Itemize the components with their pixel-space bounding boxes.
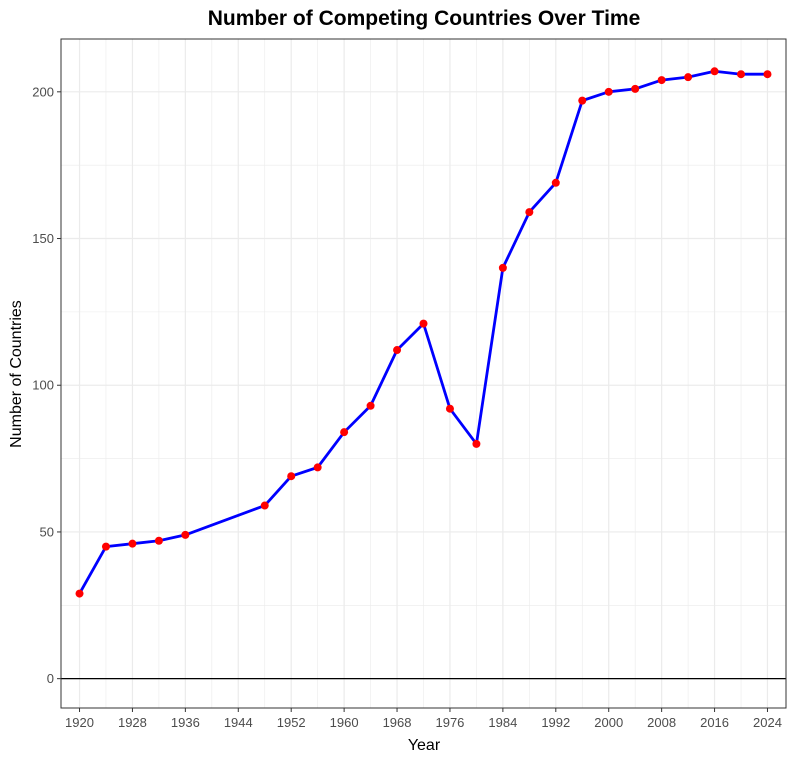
data-point (260, 501, 269, 510)
data-point (287, 472, 296, 481)
chart-title: Number of Competing Countries Over Time (208, 7, 641, 30)
data-point (657, 76, 666, 85)
y-tick-label: 100 (32, 378, 54, 393)
data-point (445, 404, 454, 413)
data-point (154, 536, 163, 545)
x-tick-label: 1944 (224, 715, 253, 730)
data-point (498, 263, 507, 272)
y-axis-title: Number of Countries (8, 300, 25, 448)
x-tick-label: 2016 (700, 715, 729, 730)
data-point (525, 208, 534, 217)
y-axis: 0 50 100 150 200 (32, 84, 61, 686)
x-tick-label: 1936 (171, 715, 200, 730)
data-point (684, 73, 693, 82)
data-point (366, 401, 375, 410)
x-tick-label: 2024 (753, 715, 782, 730)
y-tick-label: 200 (32, 84, 54, 99)
data-point (737, 70, 746, 79)
data-point (551, 178, 560, 187)
x-axis: 1920 1928 1936 1944 1952 1960 1968 1976 1984 1992… (65, 708, 782, 730)
x-tick-label: 1968 (383, 715, 412, 730)
data-point (393, 346, 402, 355)
y-tick-label: 50 (40, 524, 54, 539)
data-point (604, 87, 613, 96)
x-tick-label: 1928 (118, 715, 147, 730)
x-tick-label: 1976 (435, 715, 464, 730)
y-tick-label: 0 (47, 671, 54, 686)
y-tick-label: 150 (32, 231, 54, 246)
data-point (578, 96, 587, 105)
data-point (631, 84, 640, 93)
x-tick-label: 2000 (594, 715, 623, 730)
x-tick-label: 1952 (277, 715, 306, 730)
x-tick-label: 1920 (65, 715, 94, 730)
x-tick-label: 1984 (488, 715, 517, 730)
data-point (75, 589, 84, 598)
data-point (763, 70, 772, 79)
data-point (419, 319, 428, 328)
x-tick-label: 1960 (330, 715, 359, 730)
data-point (313, 463, 322, 472)
data-point (181, 530, 190, 539)
x-axis-title: Year (408, 737, 441, 754)
x-tick-label: 2008 (647, 715, 676, 730)
data-point (101, 542, 110, 551)
data-points (75, 67, 772, 598)
data-point (340, 428, 349, 437)
plot-panel-border (60, 38, 787, 709)
data-point (472, 439, 481, 448)
grid-lines (61, 39, 786, 708)
x-tick-label: 1992 (541, 715, 570, 730)
data-point (710, 67, 719, 76)
data-point (128, 539, 137, 548)
